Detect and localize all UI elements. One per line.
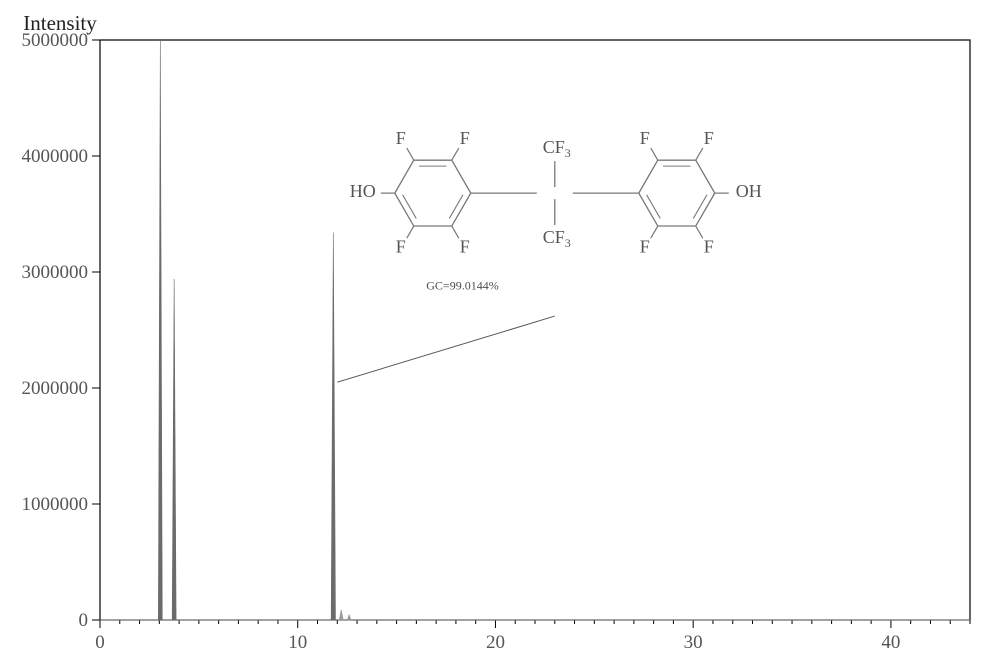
atom-label: F [704, 128, 714, 148]
x-tick-label: 0 [95, 632, 105, 653]
y-tick-label: 3000000 [22, 262, 89, 283]
x-tick-label: 40 [881, 632, 900, 653]
atom-label: F [704, 236, 714, 256]
atom-label: F [640, 128, 650, 148]
atom-label: F [640, 236, 650, 256]
x-tick-label: 30 [684, 632, 703, 653]
chart-stage: 0102030400100000020000003000000400000050… [0, 0, 1000, 665]
atom-label: HO [350, 181, 376, 201]
atom-label: F [460, 236, 470, 256]
x-tick-label: 10 [288, 632, 307, 653]
atom-label: OH [736, 181, 762, 201]
y-tick-label: 1000000 [22, 494, 89, 515]
atom-label: F [396, 236, 406, 256]
annotation-label: GC=99.0144% [426, 278, 498, 292]
y-tick-label: 0 [79, 610, 89, 631]
atom-label: F [396, 128, 406, 148]
y-tick-label: 2000000 [22, 378, 89, 399]
x-tick-label: 20 [486, 632, 505, 653]
y-tick-label: 4000000 [22, 146, 89, 167]
chart-svg: 0102030400100000020000003000000400000050… [0, 0, 1000, 665]
atom-label: F [460, 128, 470, 148]
y-axis-title: Intensity [23, 11, 97, 35]
